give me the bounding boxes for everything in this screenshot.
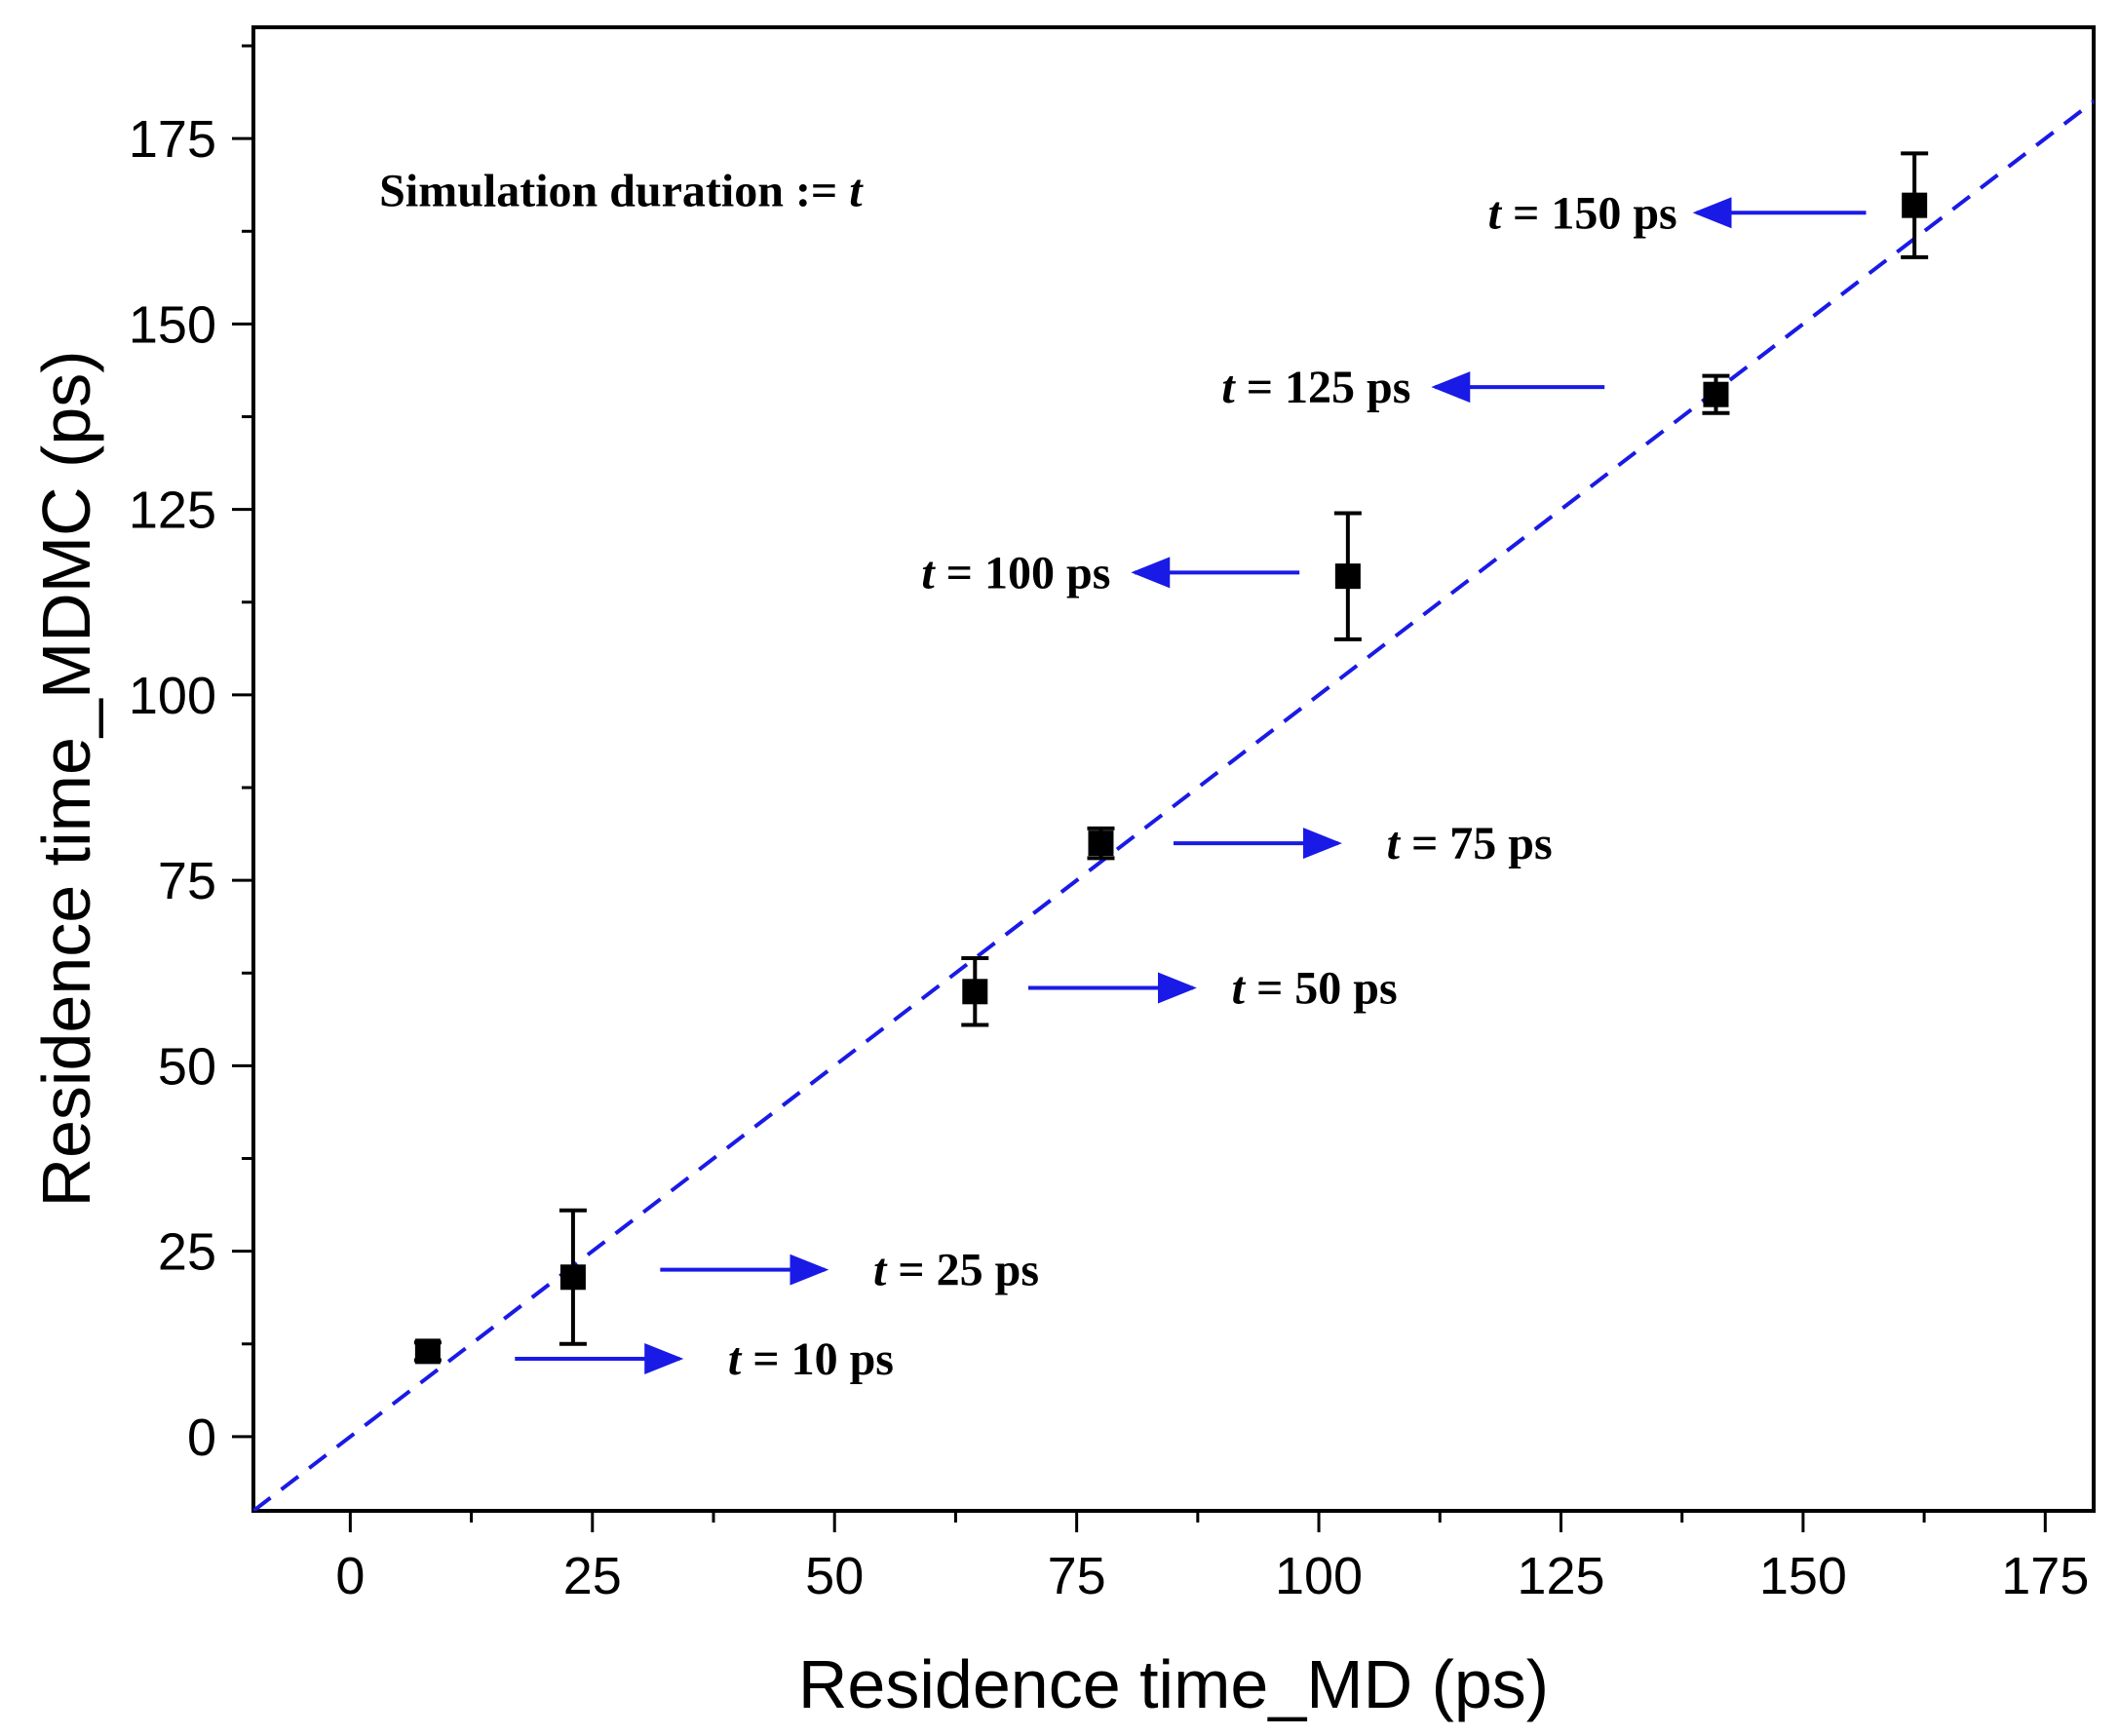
annotation-label-value: = 25 ps <box>886 1245 1039 1296</box>
annotation-label-variable: t <box>1488 187 1503 239</box>
y-tick-label: 25 <box>158 1223 216 1282</box>
annotation-label: t = 100 ps <box>921 547 1110 598</box>
y-tick-label: 0 <box>187 1408 216 1467</box>
y-axis-title: Residence time_MDMC (ps) <box>28 350 104 1207</box>
annotation-label: t = 125 ps <box>1221 362 1410 413</box>
y-tick-label: 175 <box>129 110 216 169</box>
x-tick-label: 25 <box>563 1547 622 1605</box>
y-tick-label: 150 <box>129 295 216 354</box>
annotation-label-variable: t <box>1232 962 1247 1014</box>
y-tick-label: 125 <box>129 482 216 540</box>
data-point <box>559 1264 586 1291</box>
annotation-label: t = 25 ps <box>873 1245 1039 1296</box>
x-tick-label: 150 <box>1759 1547 1847 1605</box>
y-tick-label: 100 <box>129 667 216 725</box>
annotation-label: t = 75 ps <box>1387 818 1553 869</box>
data-point <box>1703 381 1729 407</box>
annotation-label: t = 10 ps <box>728 1333 894 1385</box>
annotation-label-variable: t <box>873 1245 888 1296</box>
plot-frame <box>251 25 2096 1513</box>
simulation-note-variable: t <box>849 165 864 216</box>
data-point <box>1334 563 1361 590</box>
annotation-label-variable: t <box>728 1333 743 1385</box>
annotation-label-value: = 100 ps <box>935 547 1111 598</box>
annotation-label-variable: t <box>1221 362 1236 413</box>
x-tick-label: 125 <box>1517 1547 1604 1605</box>
annotation-label-value: = 125 ps <box>1235 362 1411 413</box>
data-point <box>1902 192 1928 218</box>
x-axis-title: Residence time_MD (ps) <box>798 1646 1549 1722</box>
annotation-label-value: = 75 ps <box>1400 818 1553 869</box>
annotation-label-value: = 150 ps <box>1501 187 1677 239</box>
data-point <box>962 979 988 1005</box>
data-point <box>414 1338 441 1365</box>
x-tick-label: 75 <box>1048 1547 1106 1605</box>
data-point <box>1088 830 1114 857</box>
annotation-label: t = 150 ps <box>1488 187 1677 239</box>
simulation-note-text: Simulation duration := <box>379 165 849 216</box>
x-tick-label: 175 <box>2001 1547 2089 1605</box>
annotation-label: t = 50 ps <box>1232 962 1398 1014</box>
annotation-label-value: = 50 ps <box>1245 962 1398 1014</box>
x-tick-label: 50 <box>805 1547 864 1605</box>
simulation-note: Simulation duration := t <box>379 165 864 216</box>
annotation-label-value: = 10 ps <box>741 1333 894 1385</box>
annotation-label-variable: t <box>921 547 936 598</box>
annotation-label-variable: t <box>1387 818 1402 869</box>
y-tick-label: 75 <box>158 852 216 910</box>
reference-line-dashed <box>253 98 2094 1511</box>
x-tick-label: 0 <box>335 1547 365 1605</box>
x-tick-label: 100 <box>1275 1547 1363 1605</box>
y-tick-label: 50 <box>158 1037 216 1096</box>
